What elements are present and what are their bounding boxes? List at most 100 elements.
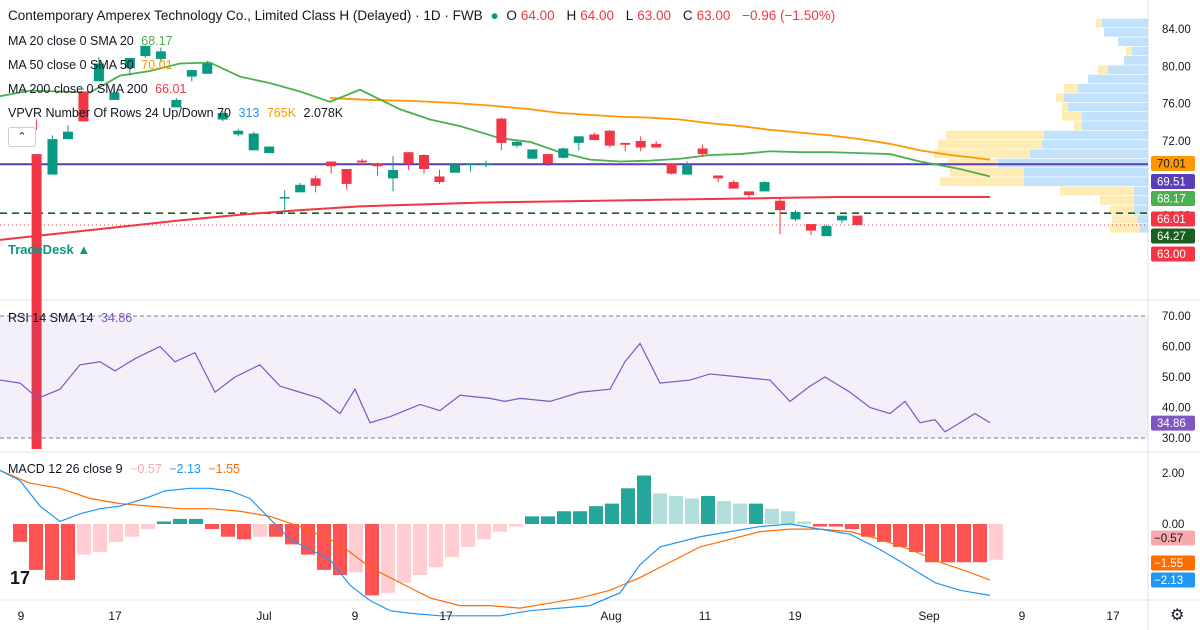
macd-tag-label: −2.13 bbox=[1154, 575, 1183, 587]
ohlc-high: H 64.00 bbox=[566, 8, 618, 23]
vpvr-up-bar bbox=[1134, 187, 1148, 196]
tradedesk-label[interactable]: TradeDesk ▲ bbox=[8, 242, 90, 257]
price-tag-label: 69.51 bbox=[1157, 177, 1186, 189]
macd-line bbox=[0, 470, 990, 615]
vpvr-down-bar bbox=[1098, 65, 1108, 74]
vpvr-down-bar bbox=[940, 177, 1024, 186]
rsi-value: 34.86 bbox=[101, 311, 132, 325]
candle-body bbox=[326, 162, 336, 167]
macd-hist-bar bbox=[237, 524, 251, 539]
macd-hist-bar bbox=[317, 524, 331, 570]
tradingview-logo[interactable]: 17 bbox=[10, 568, 30, 589]
candle-body bbox=[388, 170, 398, 178]
macd-tag-label: −1.55 bbox=[1154, 558, 1183, 570]
vpvr-up-bar bbox=[1134, 196, 1148, 205]
candle-body bbox=[837, 216, 847, 221]
macd-hist-bar bbox=[797, 521, 811, 524]
gear-icon[interactable]: ⚙ bbox=[1170, 605, 1184, 625]
vpvr-down-bar bbox=[1062, 103, 1068, 112]
ma200-value: 66.01 bbox=[155, 82, 186, 96]
candle-body bbox=[574, 136, 584, 143]
vpvr-value-2: 765K bbox=[267, 106, 296, 120]
macd-hist-bar bbox=[349, 524, 363, 572]
macd-hist-bar bbox=[573, 511, 587, 524]
candle-body bbox=[589, 134, 599, 140]
chart-title: Contemporary Amperex Technology Co., Lim… bbox=[8, 8, 483, 23]
candle-body bbox=[280, 197, 290, 199]
rsi-tick-label: 70.00 bbox=[1162, 311, 1191, 323]
candle-body bbox=[543, 154, 553, 163]
candle-body bbox=[682, 165, 692, 174]
ma50-legend[interactable]: MA 50 close 0 SMA 50 70.01 bbox=[8, 57, 177, 73]
macd-hist-bar bbox=[493, 524, 507, 532]
macd-hist-bar bbox=[621, 488, 635, 524]
vpvr-down-bar bbox=[1112, 215, 1138, 224]
macd-legend[interactable]: MACD 12 26 close 9 −0.57 −2.13 −1.55 bbox=[8, 461, 244, 477]
candle-body bbox=[775, 201, 785, 210]
x-tick-label: Jul bbox=[256, 609, 271, 623]
rsi-tick-label: 30.00 bbox=[1162, 433, 1191, 445]
macd-value-2: −2.13 bbox=[169, 462, 201, 476]
candle-body bbox=[620, 143, 630, 145]
vpvr-up-bar bbox=[1104, 28, 1148, 37]
macd-hist-bar bbox=[557, 511, 571, 524]
macd-hist-bar bbox=[205, 524, 219, 529]
price-tag-label: 64.27 bbox=[1157, 231, 1186, 243]
candle-body bbox=[821, 226, 831, 236]
price-tag-label: 68.17 bbox=[1157, 194, 1186, 206]
candle-body bbox=[667, 163, 677, 173]
vpvr-up-bar bbox=[1024, 177, 1148, 186]
rsi-band bbox=[0, 316, 1148, 438]
price-tick-label: 80.00 bbox=[1162, 61, 1191, 73]
collapse-legend-button[interactable]: ⌃ bbox=[8, 127, 36, 147]
ma50-value: 70.01 bbox=[141, 58, 172, 72]
ma20-value: 68.17 bbox=[141, 34, 172, 48]
macd-hist-bar bbox=[221, 524, 235, 537]
macd-hist-bar bbox=[29, 524, 43, 570]
vpvr-down-bar bbox=[1074, 121, 1082, 130]
header-legend: Contemporary Amperex Technology Co., Lim… bbox=[8, 8, 839, 24]
macd-hist-bar bbox=[125, 524, 139, 537]
vpvr-legend[interactable]: VPVR Number Of Rows 24 Up/Down 70 313 76… bbox=[8, 105, 347, 121]
macd-hist-bar bbox=[957, 524, 971, 562]
vpvr-down-bar bbox=[1096, 19, 1102, 28]
x-tick-label: 11 bbox=[699, 609, 712, 623]
macd-hist-bar bbox=[829, 524, 843, 527]
vpvr-down-bar bbox=[1100, 196, 1134, 205]
macd-value-1: −0.57 bbox=[130, 462, 162, 476]
candle-body bbox=[311, 178, 321, 185]
vpvr-down-bar bbox=[1062, 112, 1082, 121]
vpvr-up-bar bbox=[1068, 103, 1148, 112]
ma20-legend[interactable]: MA 20 close 0 SMA 20 68.17 bbox=[8, 33, 177, 49]
macd-hist-bar bbox=[541, 516, 555, 524]
vpvr-up-bar bbox=[1082, 112, 1148, 121]
macd-hist-bar bbox=[445, 524, 459, 557]
vpvr-down-bar bbox=[1064, 84, 1078, 93]
market-status-icon: ● bbox=[490, 8, 498, 23]
rsi-legend[interactable]: RSI 14 SMA 14 34.86 bbox=[8, 310, 136, 326]
macd-hist-bar bbox=[813, 524, 827, 527]
vpvr-up-bar bbox=[998, 159, 1148, 168]
macd-hist-bar bbox=[989, 524, 1003, 560]
macd-tick-label: 0.00 bbox=[1162, 519, 1184, 531]
vpvr-up-bar bbox=[1042, 140, 1148, 149]
macd-hist-bar bbox=[413, 524, 427, 575]
macd-hist-bar bbox=[589, 506, 603, 524]
price-tick-label: 76.00 bbox=[1162, 99, 1191, 111]
candle-body bbox=[202, 64, 212, 74]
x-tick-label: Sep bbox=[918, 609, 940, 623]
ma200-legend[interactable]: MA 200 close 0 SMA 200 66.01 bbox=[8, 81, 190, 97]
macd-hist-bar bbox=[941, 524, 955, 562]
candle-body bbox=[295, 185, 305, 192]
candle-body bbox=[605, 131, 615, 146]
macd-hist-bar bbox=[77, 524, 91, 555]
price-tick-label: 84.00 bbox=[1162, 24, 1191, 36]
price-change: −0.96 (−1.50%) bbox=[742, 8, 835, 23]
vpvr-up-bar bbox=[1078, 84, 1148, 93]
macd-hist-bar bbox=[109, 524, 123, 542]
vpvr-down-bar bbox=[1126, 47, 1132, 56]
macd-tag-label: −0.57 bbox=[1154, 533, 1183, 545]
vpvr-down-bar bbox=[938, 140, 1042, 149]
vpvr-up-bar bbox=[1064, 93, 1148, 102]
macd-hist-bar bbox=[605, 504, 619, 524]
